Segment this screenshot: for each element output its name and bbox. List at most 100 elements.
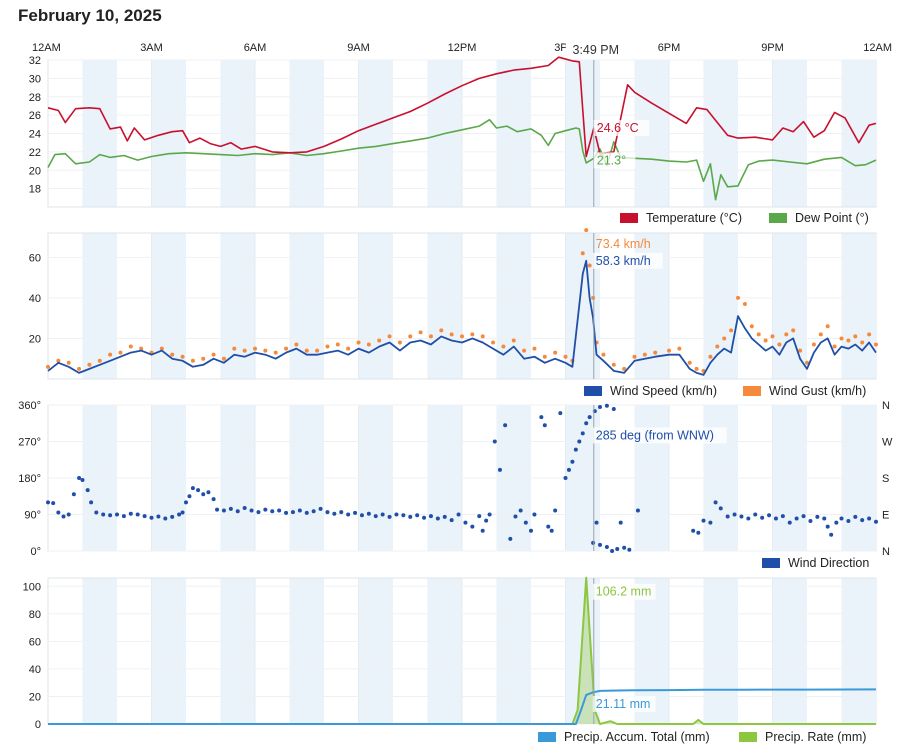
wind-gust-point: [367, 343, 371, 347]
legend-swatch: [762, 558, 780, 568]
time-tick-label: 6PM: [658, 42, 681, 54]
wind-direction-point: [546, 525, 550, 529]
wind-gust-point: [667, 349, 671, 353]
hour-band: [290, 234, 325, 379]
y-tick-label: 18: [29, 184, 41, 196]
hour-band: [359, 579, 394, 724]
hour-band: [152, 579, 187, 724]
wind-direction-point: [550, 529, 554, 533]
wind-direction-point: [450, 518, 454, 522]
wind-gust-point: [98, 359, 102, 363]
wind-direction-point: [826, 525, 830, 529]
wind-gust-point: [377, 338, 381, 342]
wind-direction-point: [610, 549, 614, 553]
wind-gust-point: [263, 349, 267, 353]
legend-label: Precip. Rate (mm): [765, 730, 866, 744]
wind-gust-point: [336, 343, 340, 347]
wind-gust-point: [688, 361, 692, 365]
y-tick-label: 270°: [18, 437, 41, 449]
wind-gust-point: [708, 355, 712, 359]
chart-panel-1: 18 20 22 24 26 28 30 32 24.6 °C 21.3° Temperature …: [29, 55, 876, 225]
wind-direction-point: [429, 514, 433, 518]
wind-gust-point: [129, 345, 133, 349]
wind-direction-point: [201, 492, 205, 496]
hour-band: [497, 579, 532, 724]
wind-gust-point: [736, 296, 740, 300]
hour-band: [428, 234, 463, 379]
legend-label: Temperature (°C): [646, 211, 742, 225]
wind-direction-point: [67, 513, 71, 517]
wind-direction-point: [298, 508, 302, 512]
wind-gust-point: [305, 349, 309, 353]
wind-direction-point: [94, 510, 98, 514]
wind-gust-point: [357, 341, 361, 345]
time-tick-label: 12PM: [448, 42, 477, 54]
wind-direction-point: [463, 521, 467, 525]
wind-direction-point: [503, 423, 507, 427]
wind-direction-point: [795, 517, 799, 521]
y-tick-label: 100: [23, 581, 41, 593]
wind-gust-point: [470, 332, 474, 336]
wind-gust-point: [771, 334, 775, 338]
wind-gust-point: [491, 341, 495, 345]
wind-direction-point: [374, 514, 378, 518]
wind-gust-point: [284, 347, 288, 351]
wind-direction-point: [513, 515, 517, 519]
wind-direction-point: [129, 512, 133, 516]
time-tick-label: 9PM: [761, 42, 784, 54]
wind-direction-point: [584, 421, 588, 425]
hour-band: [221, 234, 256, 379]
wind-gust-point: [212, 353, 216, 357]
wind-gust-point: [512, 338, 516, 342]
wind-direction-point: [196, 488, 200, 492]
hour-band: [704, 579, 739, 724]
wind-direction-point: [222, 508, 226, 512]
wind-direction-point: [277, 508, 281, 512]
wind-direction-point: [753, 513, 757, 517]
wind-direction-point: [367, 512, 371, 516]
wind-direction-point: [236, 509, 240, 513]
wind-direction-point: [477, 514, 481, 518]
y-tick-label: 0: [35, 719, 41, 731]
hour-band: [497, 234, 532, 379]
wind-direction-point: [191, 486, 195, 490]
wind-direction-point: [564, 476, 568, 480]
wind-direction-point: [493, 440, 497, 444]
wind-direction-point: [577, 440, 581, 444]
wind-direction-point: [319, 507, 323, 511]
wind-direction-point: [263, 508, 267, 512]
wind-direction-point: [588, 415, 592, 419]
wind-direction-point: [81, 478, 85, 482]
wind-direction-point: [484, 519, 488, 523]
annotation-label: 58.3 km/h: [596, 254, 651, 268]
wind-direction-point: [774, 517, 778, 521]
wind-direction-point: [312, 509, 316, 513]
wind-direction-point: [874, 520, 878, 524]
wind-direction-point: [170, 515, 174, 519]
wind-direction-point: [346, 513, 350, 517]
wind-direction-point: [567, 468, 571, 472]
wind-direction-point: [381, 513, 385, 517]
wind-gust-point: [867, 332, 871, 336]
wind-direction-point: [353, 511, 357, 515]
wind-direction-point: [627, 548, 631, 552]
wind-direction-point: [488, 513, 492, 517]
wind-direction-point: [325, 510, 329, 514]
wind-gust-point: [181, 355, 185, 359]
wind-direction-point: [243, 506, 247, 510]
wind-direction-point: [212, 497, 216, 501]
wind-gust-point: [750, 324, 754, 328]
wind-direction-point: [422, 516, 426, 520]
y-tick-label: 20: [29, 691, 41, 703]
wind-direction-point: [481, 529, 485, 533]
wind-direction-point: [581, 431, 585, 435]
wind-gust-point: [419, 330, 423, 334]
wind-gust-point: [581, 251, 585, 255]
wind-gust-point: [108, 353, 112, 357]
wind-gust-point: [274, 351, 278, 355]
compass-tick-label: S: [882, 473, 889, 485]
y-tick-label: 20: [29, 165, 41, 177]
wind-direction-point: [574, 448, 578, 452]
annotation-label: 24.6 °C: [597, 121, 639, 135]
